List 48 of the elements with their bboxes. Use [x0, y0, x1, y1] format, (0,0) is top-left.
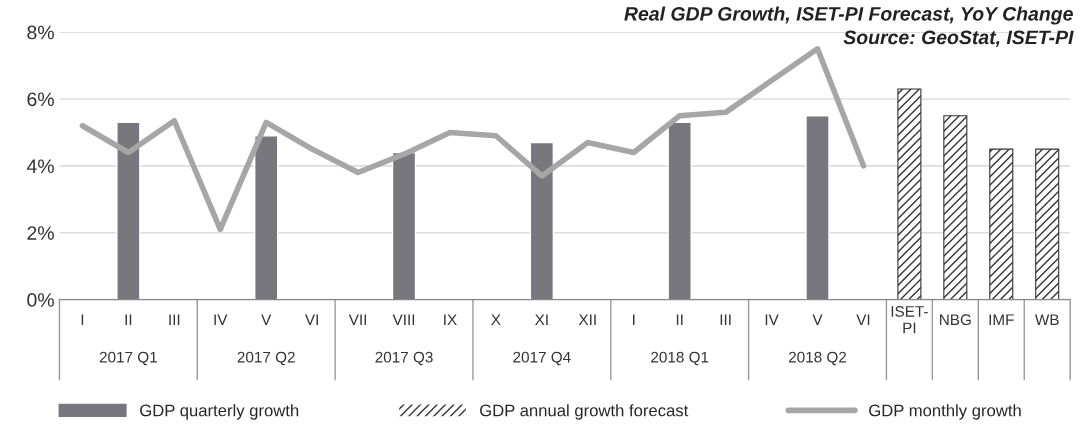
- text: 2017 Q4: [513, 351, 571, 366]
- legend-label: GDP monthly growth: [869, 404, 1021, 420]
- bar: [897, 88, 922, 300]
- x-tick-label: VIII: [392, 314, 415, 325]
- text: 2018 Q1: [651, 351, 709, 366]
- x-tick-label: IX: [444, 314, 457, 325]
- bar: [989, 148, 1014, 300]
- x-tick-label: WB: [1034, 314, 1059, 325]
- x-tick-label: IV: [214, 314, 228, 325]
- x-tick-label: X: [491, 314, 501, 325]
- x-tick-label: II: [125, 314, 132, 325]
- x-tick-label: V: [812, 314, 823, 325]
- annotation: Source: GeoStat, ISET-PI: [843, 30, 1074, 48]
- bar: [805, 114, 830, 300]
- text: 2017 Q3: [375, 351, 433, 366]
- bar: [116, 121, 141, 300]
- x-tick-label: V: [261, 314, 272, 325]
- x-tick-label: III: [720, 314, 731, 325]
- text: 2017 Q1: [99, 351, 157, 366]
- legend-label: GDP annual growth forecast: [480, 404, 689, 420]
- bar: [667, 121, 692, 300]
- y-tick-label: 8%: [27, 25, 54, 40]
- y-tick-label: 0%: [27, 293, 54, 307]
- y-tick-label: 2%: [27, 226, 54, 240]
- text: 2018 Q2: [788, 351, 847, 366]
- y-tick-label: 4%: [26, 159, 54, 174]
- x-tick-label: VI: [304, 314, 318, 325]
- x-tick-label: IMF: [989, 314, 1014, 325]
- chart-title: Real GDP Growth, ISET-PI Forecast, YoY Change: [624, 6, 1073, 25]
- bar: [254, 135, 279, 300]
- x-tick-label: XII: [578, 314, 596, 325]
- bar: [529, 141, 555, 300]
- bar: [391, 151, 417, 300]
- x-tick-label: VII: [348, 314, 367, 325]
- bar: [943, 115, 968, 300]
- text: 2017 Q2: [237, 351, 295, 366]
- x-tick-label: IV: [765, 314, 779, 325]
- x-tick-label: NBG: [940, 314, 971, 326]
- legend-label: GDP quarterly growth: [140, 404, 299, 420]
- y-tick-label: 6%: [27, 92, 54, 107]
- x-tick-label: VI: [856, 314, 870, 325]
- x-tick-label: II: [676, 314, 683, 325]
- x-tick-label: I: [81, 314, 84, 325]
- x-tick-label: III: [169, 314, 180, 325]
- x-tick-label: ISET-PI: [891, 306, 928, 334]
- bar: [1035, 148, 1060, 300]
- x-tick-label: XI: [534, 314, 548, 325]
- x-tick-label: I: [633, 314, 635, 325]
